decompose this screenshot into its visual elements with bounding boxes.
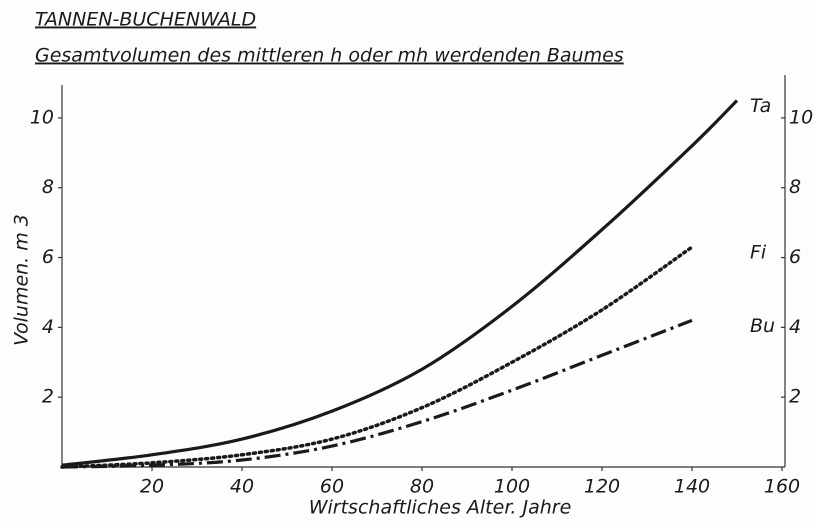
y2-tick-label: 4 bbox=[789, 316, 801, 338]
legend-label: Bu bbox=[750, 315, 775, 337]
x-tick-label: 160 bbox=[764, 476, 800, 498]
x-tick-label: 140 bbox=[674, 476, 710, 498]
y-tick-label: 4 bbox=[42, 316, 54, 338]
x-tick-label: 120 bbox=[584, 476, 620, 498]
legend-label: Ta bbox=[750, 95, 771, 117]
series-line bbox=[61, 99, 739, 467]
chart-title: TANNEN-BUCHENWALD bbox=[35, 9, 256, 31]
y-tick-label: 8 bbox=[42, 176, 54, 198]
legend-label: Fi bbox=[750, 242, 767, 264]
y2-tick-label: 2 bbox=[789, 386, 801, 408]
y2-tick-label: 10 bbox=[789, 106, 813, 128]
series-line bbox=[61, 318, 693, 469]
y-tick-label: 2 bbox=[42, 386, 54, 408]
x-tick-label: 40 bbox=[230, 476, 254, 498]
chart-subtitle: Gesamtvolumen des mittleren h oder mh we… bbox=[35, 45, 624, 67]
y-tick-label: 6 bbox=[42, 246, 54, 268]
x-tick-label: 60 bbox=[320, 476, 344, 498]
y-tick-label: 10 bbox=[30, 106, 54, 128]
y-axis-label: Volumen. m 3 bbox=[11, 214, 33, 346]
y2-tick-label: 8 bbox=[789, 176, 801, 198]
x-tick-label: 100 bbox=[494, 476, 530, 498]
y2-tick-label: 6 bbox=[789, 246, 801, 268]
x-tick-label: 80 bbox=[410, 476, 434, 498]
x-axis-label: Wirtschaftliches Alter. Jahre bbox=[309, 497, 572, 519]
series-line bbox=[60, 245, 694, 469]
x-tick-label: 20 bbox=[140, 476, 164, 498]
